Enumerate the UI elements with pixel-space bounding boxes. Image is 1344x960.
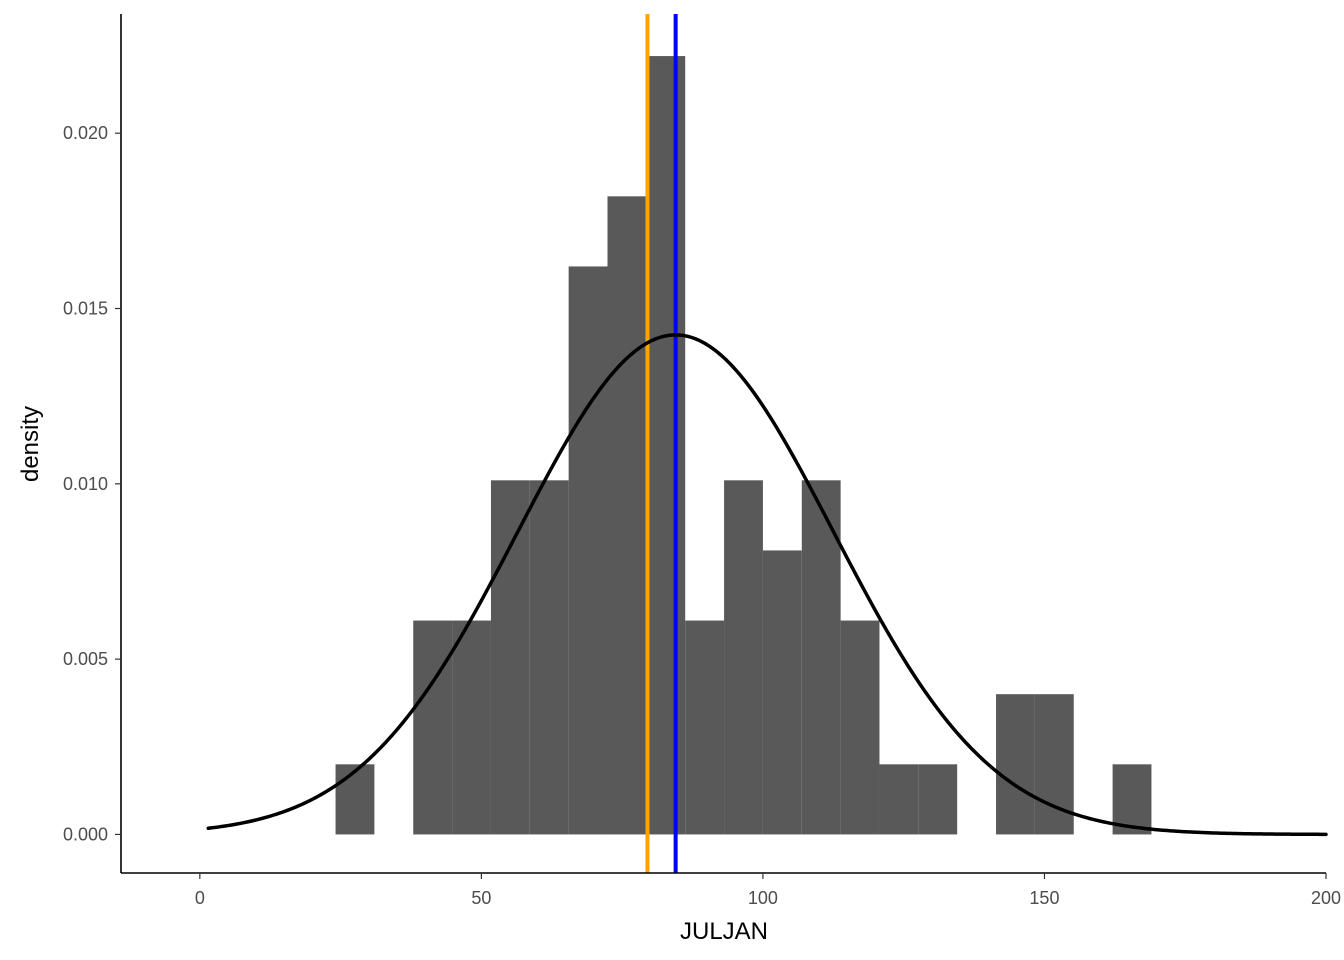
histogram-bars xyxy=(335,56,1152,835)
histogram-bar xyxy=(646,56,686,835)
y-tick-label: 0.000 xyxy=(63,824,108,844)
histogram-bar xyxy=(568,266,608,835)
density-curve-layer xyxy=(206,333,1328,837)
histogram-bar xyxy=(801,480,841,835)
y-tick-label: 0.020 xyxy=(63,123,108,143)
y-tick-label: 0.015 xyxy=(63,299,108,319)
density-curve xyxy=(206,333,1328,837)
x-tick-label: 0 xyxy=(195,888,205,908)
histogram-bar xyxy=(490,480,530,835)
tick-labels: 0 50 100 150 200 0.000 0.005 0.010 0.015 0.020 xyxy=(63,123,1341,908)
histogram-bar xyxy=(918,764,958,835)
histogram-bar xyxy=(762,550,802,835)
x-tick-label: 200 xyxy=(1311,888,1341,908)
histogram-bar xyxy=(840,620,880,835)
x-tick-label: 150 xyxy=(1029,888,1059,908)
x-axis-title: JULJAN xyxy=(680,918,768,945)
histogram-bar xyxy=(607,196,647,835)
y-tick-label: 0.010 xyxy=(63,474,108,494)
x-tick-label: 50 xyxy=(471,888,491,908)
histogram-bar xyxy=(1112,764,1152,835)
histogram-bar xyxy=(335,764,375,835)
histogram-bar xyxy=(685,620,725,835)
histogram-bar xyxy=(996,694,1035,835)
histogram-bar xyxy=(413,620,453,835)
y-tick-label: 0.005 xyxy=(63,649,108,669)
histogram-bar xyxy=(452,620,491,835)
x-tick-label: 100 xyxy=(748,888,778,908)
reference-lines xyxy=(645,14,678,873)
histogram-bar xyxy=(879,764,919,835)
axes xyxy=(115,14,1327,879)
histogram-bar xyxy=(529,480,569,835)
histogram-bar xyxy=(724,480,763,835)
y-axis-title: density xyxy=(17,406,44,482)
